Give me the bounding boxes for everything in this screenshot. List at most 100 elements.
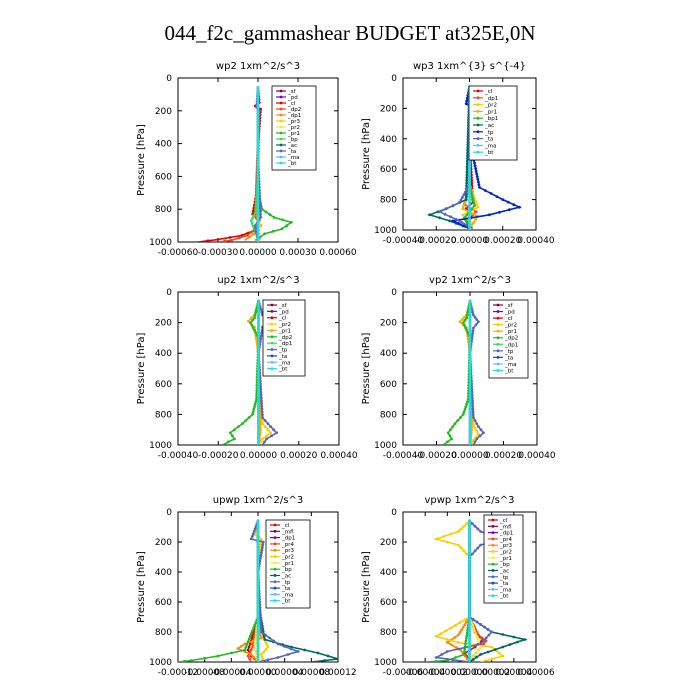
y-tick-label: 600 <box>380 598 397 608</box>
series-point-bt <box>256 181 260 185</box>
series-point-ta <box>438 210 441 214</box>
legend-label: _tp <box>278 348 288 354</box>
y-tick-label: 1000 <box>374 658 397 668</box>
x-tick-label: -0.00020 <box>198 451 239 461</box>
legend-marker <box>279 125 283 129</box>
series-point-dp2 <box>223 239 227 242</box>
series-point-dp2 <box>463 323 466 327</box>
legend-label: _dp2 <box>287 107 301 113</box>
legend-marker <box>270 329 274 332</box>
series-point-tp <box>272 428 275 432</box>
series-point-bt <box>468 346 472 350</box>
x-tick-label: 0.00002 <box>473 668 510 678</box>
series-point-pr2 <box>463 618 467 622</box>
series-point-bt <box>468 544 471 547</box>
series-point-bt <box>257 393 260 397</box>
y-tick-label: 600 <box>155 380 172 390</box>
series-point-tp <box>440 653 444 656</box>
legend-marker <box>496 362 500 366</box>
series-point-tp <box>261 543 265 547</box>
series-point-pr2 <box>259 537 263 541</box>
series-point-bp <box>251 629 254 633</box>
series-point-pr2 <box>465 522 469 525</box>
series-point-tp <box>471 413 475 417</box>
series-point-tp <box>270 434 273 438</box>
series-point-tp <box>473 440 477 444</box>
legend-marker <box>496 329 500 333</box>
series-point-dp1 <box>252 232 256 236</box>
series-point-bt <box>256 549 260 553</box>
y-tick-label: 1000 <box>149 441 172 451</box>
series-point-dp2 <box>253 328 256 332</box>
series-point-dp2 <box>450 437 453 441</box>
series-point-dp2 <box>253 402 257 406</box>
series-point-pr1 <box>247 319 250 323</box>
series-point-tp <box>482 625 486 629</box>
series-point-bt <box>256 142 260 146</box>
legend-marker <box>491 562 495 566</box>
series-point-bt <box>468 625 471 629</box>
series-point-ac <box>486 650 490 654</box>
series-point-pr1 <box>477 648 481 651</box>
series-point-cl <box>473 645 477 649</box>
series-point-bt <box>256 231 260 235</box>
legend-label: _pr1 <box>281 561 294 567</box>
series-point-bt <box>468 533 471 536</box>
series-point-dp2 <box>463 318 467 322</box>
series-point-cl <box>248 642 252 646</box>
series-point-cl <box>470 181 474 185</box>
series-point-tp <box>470 552 474 556</box>
x-tick-label: 0.00000 <box>451 668 488 678</box>
series-point-tp <box>475 175 479 179</box>
y-tick-label: 400 <box>155 349 172 359</box>
series-point-bt <box>257 377 260 380</box>
series-point-dp1 <box>247 235 251 239</box>
legend-marker <box>476 130 480 134</box>
series-point-pr3 <box>251 639 255 643</box>
x-tick-label: -0.00012 <box>158 668 198 678</box>
legend-marker <box>270 367 274 371</box>
series-point-bt <box>468 299 472 303</box>
panel-title: wp3 1xm^{3} s^{-4} <box>413 61 526 72</box>
y-tick-label: 800 <box>380 196 397 206</box>
series-point-tp <box>471 310 475 314</box>
legend-marker <box>476 137 480 141</box>
series-point-bt <box>256 554 260 558</box>
series-point-bp <box>249 632 253 635</box>
series-point-dp2 <box>253 316 256 320</box>
legend-marker <box>270 316 274 320</box>
series-point-pr3 <box>249 653 253 656</box>
series-point-tp <box>260 399 263 403</box>
legend-label: _ta <box>504 355 513 361</box>
series-point-dp2 <box>465 328 468 332</box>
series-point-dp2 <box>244 419 248 422</box>
legend-label: _pr1 <box>499 556 512 562</box>
series-point-tp <box>495 195 499 199</box>
legend-label: _cl <box>484 89 493 95</box>
series-point-tp <box>490 630 494 634</box>
legend-label: _sf <box>504 303 514 309</box>
series-point-bt <box>256 202 260 205</box>
series-point-ta <box>451 204 455 208</box>
series-point-bt <box>256 636 260 639</box>
series-point-bp <box>253 623 257 627</box>
series-point-bt <box>256 533 260 536</box>
series-point-bt <box>468 617 471 620</box>
series-point-pr1 <box>254 637 257 641</box>
series-point-pr1 <box>272 216 276 219</box>
series-point-tp <box>487 633 491 637</box>
series-point-pr1 <box>264 210 268 214</box>
legend-marker <box>279 161 283 165</box>
series-point-bt <box>468 173 471 177</box>
series-point-bt <box>256 101 260 105</box>
series-point-bt <box>468 541 471 545</box>
series-point-tp <box>260 310 264 314</box>
series-point-bt <box>256 219 260 223</box>
y-tick-label: 200 <box>380 538 397 548</box>
series-point-cl <box>470 176 473 180</box>
series-point-dp2 <box>255 308 258 311</box>
series-point-tp <box>474 167 477 170</box>
series-point-dp2 <box>449 428 452 432</box>
panel-title: wp2 1xm^2/s^3 <box>216 61 300 72</box>
series-point-tp <box>260 548 264 552</box>
